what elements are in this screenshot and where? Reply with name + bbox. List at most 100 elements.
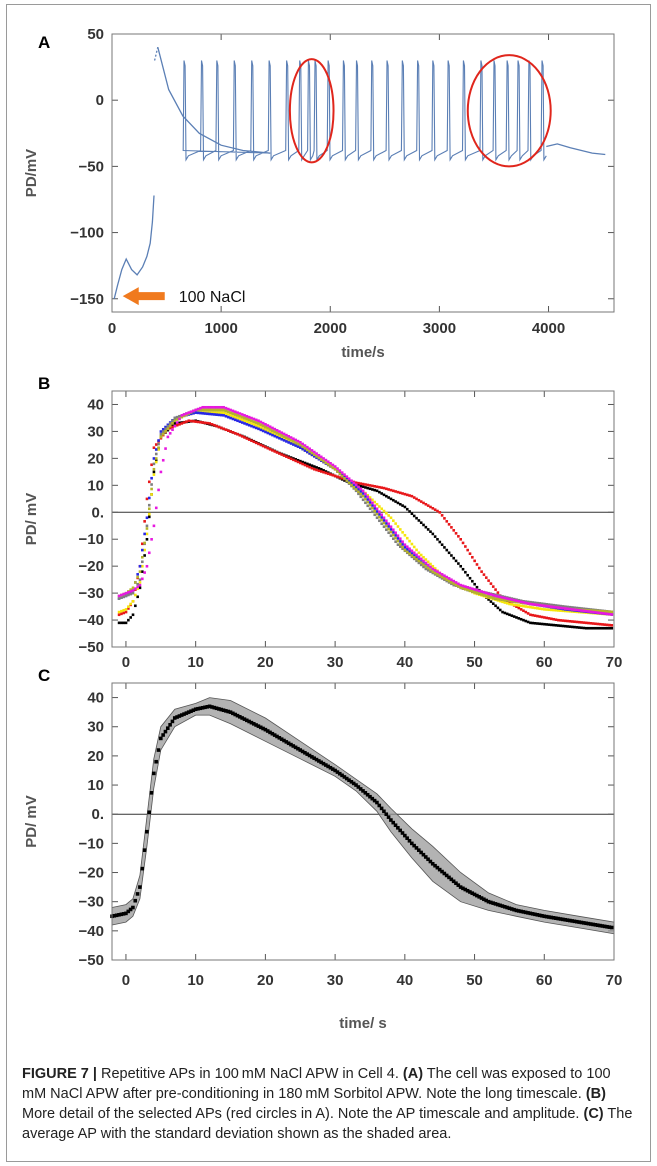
data-point bbox=[554, 604, 558, 607]
data-point bbox=[154, 448, 158, 451]
data-point bbox=[491, 596, 495, 600]
data-point bbox=[271, 426, 274, 430]
data-point bbox=[489, 595, 493, 599]
mean-point bbox=[226, 709, 231, 714]
data-point bbox=[408, 539, 411, 543]
data-point bbox=[187, 411, 191, 414]
data-point bbox=[275, 431, 279, 435]
mean-point bbox=[365, 792, 370, 797]
data-point bbox=[419, 500, 423, 503]
data-point bbox=[557, 606, 560, 609]
data-point bbox=[157, 439, 160, 442]
data-point bbox=[264, 425, 267, 429]
plot-frame bbox=[111, 682, 615, 961]
data-point bbox=[605, 612, 609, 616]
data-point bbox=[484, 594, 488, 598]
data-point bbox=[373, 504, 377, 508]
mean-point bbox=[135, 892, 140, 896]
data-point bbox=[557, 618, 560, 622]
data-point bbox=[396, 525, 400, 528]
data-point bbox=[194, 411, 198, 414]
data-point bbox=[577, 608, 581, 612]
y-tick-label: −40 bbox=[79, 612, 104, 629]
data-point bbox=[505, 601, 509, 605]
data-point bbox=[243, 422, 246, 425]
data-point bbox=[299, 443, 302, 447]
caption-panel-ref: (B) bbox=[585, 1086, 606, 1102]
data-point bbox=[438, 574, 442, 577]
data-point bbox=[392, 489, 395, 493]
data-point bbox=[371, 501, 374, 505]
data-point bbox=[215, 424, 218, 428]
mean-point bbox=[430, 861, 435, 866]
data-point bbox=[229, 414, 232, 417]
data-point bbox=[164, 427, 167, 431]
data-point bbox=[168, 426, 172, 430]
data-point bbox=[403, 548, 407, 552]
data-point bbox=[343, 473, 346, 476]
mean-point bbox=[354, 783, 358, 787]
data-point bbox=[310, 449, 314, 452]
data-point bbox=[584, 626, 588, 630]
data-point bbox=[375, 502, 379, 506]
mean-point bbox=[244, 718, 249, 723]
data-point bbox=[257, 422, 260, 425]
data-point bbox=[371, 484, 374, 488]
data-point bbox=[508, 601, 511, 604]
data-point bbox=[282, 435, 286, 438]
mean-point bbox=[423, 855, 428, 859]
data-point bbox=[366, 500, 370, 504]
mean-point bbox=[156, 748, 161, 752]
data-point bbox=[387, 531, 390, 535]
data-point bbox=[289, 436, 293, 439]
data-point bbox=[273, 427, 277, 431]
data-point bbox=[124, 594, 128, 598]
data-point bbox=[243, 436, 246, 439]
mean-point bbox=[458, 885, 463, 889]
data-point bbox=[143, 541, 146, 545]
data-point bbox=[364, 483, 367, 486]
data-point bbox=[450, 581, 453, 584]
data-point bbox=[378, 513, 381, 516]
data-point bbox=[166, 426, 170, 429]
data-point bbox=[478, 566, 481, 570]
data-point bbox=[582, 609, 586, 613]
mean-point bbox=[470, 891, 475, 895]
mean-point bbox=[145, 829, 149, 834]
data-point bbox=[424, 525, 428, 529]
mean-point bbox=[289, 742, 293, 747]
data-point bbox=[366, 493, 370, 497]
data-point bbox=[154, 443, 158, 446]
data-point bbox=[561, 605, 565, 608]
data-point bbox=[519, 604, 523, 608]
data-point bbox=[357, 485, 360, 489]
data-point bbox=[566, 607, 569, 611]
mean-point bbox=[119, 912, 124, 917]
data-point bbox=[410, 554, 414, 557]
mean-point bbox=[544, 914, 549, 919]
data-point bbox=[141, 577, 144, 581]
mean-point bbox=[275, 734, 279, 739]
mean-point bbox=[584, 921, 588, 926]
mean-point bbox=[389, 818, 393, 822]
data-point bbox=[245, 423, 249, 426]
y-tick-label: 30 bbox=[87, 719, 104, 736]
data-point bbox=[577, 626, 581, 629]
data-point bbox=[482, 591, 486, 594]
data-point bbox=[373, 500, 377, 504]
data-point bbox=[215, 405, 218, 409]
data-point bbox=[426, 560, 430, 564]
data-point bbox=[487, 579, 490, 582]
data-point bbox=[398, 502, 402, 506]
data-point bbox=[417, 559, 421, 563]
data-point bbox=[387, 496, 390, 499]
data-point bbox=[275, 435, 279, 439]
data-point bbox=[538, 602, 542, 605]
data-point bbox=[396, 501, 400, 505]
series-5 bbox=[117, 408, 614, 614]
data-point bbox=[145, 538, 149, 541]
data-point bbox=[401, 545, 404, 549]
data-point bbox=[415, 557, 418, 561]
data-point bbox=[173, 422, 177, 425]
mean-point bbox=[379, 806, 384, 811]
